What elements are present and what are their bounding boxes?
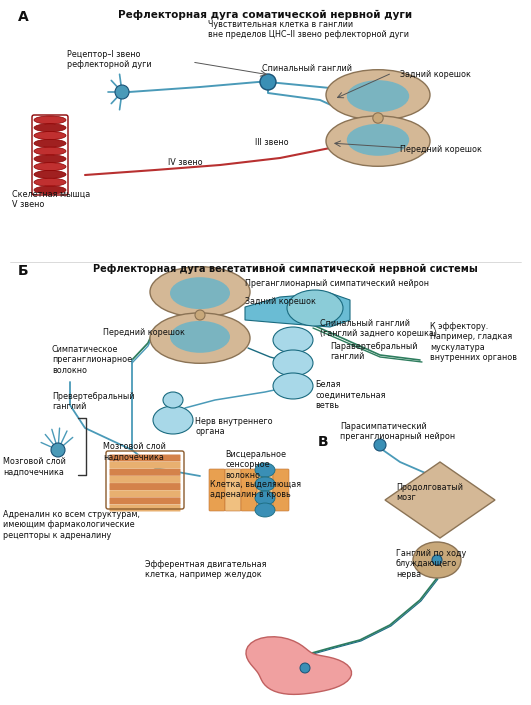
FancyBboxPatch shape (109, 469, 181, 476)
Text: Мозговой слой
надпочечника: Мозговой слой надпочечника (103, 442, 166, 461)
Circle shape (432, 555, 442, 565)
Ellipse shape (347, 80, 409, 112)
Ellipse shape (255, 463, 275, 477)
Text: Чувствительная клетка в ганглии
вне пределов ЦНС–II звено рефлекторной дуги: Чувствительная клетка в ганглии вне пред… (208, 20, 409, 39)
Circle shape (51, 443, 65, 457)
Ellipse shape (170, 321, 230, 352)
FancyBboxPatch shape (109, 505, 181, 512)
FancyBboxPatch shape (257, 469, 273, 511)
Ellipse shape (153, 406, 193, 434)
Text: Висцеральное
сенсорное
волокно: Висцеральное сенсорное волокно (225, 450, 286, 480)
Text: Ганглий по ходу
блуждающего
нерва: Ганглий по ходу блуждающего нерва (396, 549, 466, 579)
Text: Передний корешок: Передний корешок (103, 328, 185, 337)
Ellipse shape (273, 373, 313, 399)
Ellipse shape (34, 155, 66, 163)
Text: В: В (318, 435, 329, 449)
Polygon shape (246, 637, 352, 694)
FancyBboxPatch shape (273, 469, 289, 511)
Text: Спинальный ганглий: Спинальный ганглий (262, 64, 352, 73)
Text: Спинальный ганглий
(ганглий заднего корешка): Спинальный ганглий (ганглий заднего коре… (320, 319, 437, 338)
FancyBboxPatch shape (109, 455, 181, 462)
Ellipse shape (163, 392, 183, 408)
FancyBboxPatch shape (225, 469, 241, 511)
Ellipse shape (34, 147, 66, 155)
Text: Адреналин ко всем структурам,
имеющим фармакологические
рецепторы к адреналину: Адреналин ко всем структурам, имеющим фа… (3, 510, 140, 540)
Ellipse shape (34, 178, 66, 186)
Text: Клетка, выделяющая
адреналин в кровь: Клетка, выделяющая адреналин в кровь (210, 480, 301, 499)
Text: Парасимпатический
преганглионарный нейрон: Парасимпатический преганглионарный нейро… (340, 422, 455, 441)
Text: Мозговой слой
надпочечника: Мозговой слой надпочечника (3, 457, 66, 477)
Ellipse shape (34, 124, 66, 132)
FancyBboxPatch shape (209, 469, 225, 511)
Text: Рецептор–I звено
рефлекторной дуги: Рецептор–I звено рефлекторной дуги (67, 50, 152, 69)
Text: Нерв внутреннего
органа: Нерв внутреннего органа (195, 417, 272, 436)
Circle shape (374, 439, 386, 451)
Ellipse shape (326, 70, 430, 120)
Polygon shape (245, 293, 350, 327)
FancyBboxPatch shape (109, 476, 181, 483)
Ellipse shape (255, 491, 275, 505)
Ellipse shape (34, 186, 66, 194)
Ellipse shape (170, 277, 230, 309)
Text: Преганглионарный симпатический нейрон: Преганглионарный симпатический нейрон (245, 279, 429, 288)
Circle shape (300, 663, 310, 673)
Ellipse shape (34, 140, 66, 147)
Ellipse shape (34, 163, 66, 171)
Circle shape (260, 74, 276, 90)
Circle shape (373, 113, 383, 123)
Text: Скелетная мышца
V звено: Скелетная мышца V звено (12, 190, 90, 209)
FancyBboxPatch shape (109, 497, 181, 504)
Text: Эфферентная двигательная
клетка, например желудок: Эфферентная двигательная клетка, наприме… (145, 560, 267, 580)
Circle shape (195, 310, 205, 320)
Ellipse shape (287, 290, 343, 326)
FancyBboxPatch shape (109, 462, 181, 469)
Ellipse shape (413, 542, 461, 578)
Ellipse shape (326, 116, 430, 166)
FancyBboxPatch shape (109, 483, 181, 490)
Polygon shape (385, 462, 495, 538)
Ellipse shape (150, 266, 250, 317)
Text: Рефлекторная дуга вегетативной симпатической нервной системы: Рефлекторная дуга вегетативной симпатиче… (92, 264, 477, 274)
FancyBboxPatch shape (109, 490, 181, 497)
Text: III звено: III звено (255, 138, 289, 147)
Text: Рефлекторная дуга соматической нервной дуги: Рефлекторная дуга соматической нервной д… (118, 10, 412, 20)
Circle shape (115, 85, 129, 99)
Text: Передний корешок: Передний корешок (400, 145, 482, 154)
Ellipse shape (34, 171, 66, 178)
Ellipse shape (273, 327, 313, 353)
FancyBboxPatch shape (241, 469, 257, 511)
Ellipse shape (347, 124, 409, 156)
Text: А: А (18, 10, 29, 24)
Text: Превертебральный
ганглий: Превертебральный ганглий (52, 392, 134, 412)
Text: Задний корешок: Задний корешок (400, 70, 471, 79)
Text: Белая
соединительная
ветвь: Белая соединительная ветвь (315, 380, 386, 410)
Text: Б: Б (18, 264, 29, 278)
Text: К эффектору.
Например, гладкая
мускулатура
внутренних органов: К эффектору. Например, гладкая мускулату… (430, 322, 517, 362)
Ellipse shape (255, 503, 275, 517)
Text: IV звено: IV звено (168, 158, 203, 167)
Ellipse shape (255, 477, 275, 491)
Ellipse shape (150, 313, 250, 363)
Ellipse shape (273, 350, 313, 376)
Ellipse shape (34, 132, 66, 140)
Ellipse shape (34, 116, 66, 124)
Text: Паравертебральный
ганглий: Паравертебральный ганглий (330, 342, 417, 362)
Text: Продолговатый
мозг: Продолговатый мозг (396, 483, 463, 503)
Text: Задний корешок: Задний корешок (245, 297, 316, 306)
Text: Симпатическое
преганглионарное
волокно: Симпатическое преганглионарное волокно (52, 345, 132, 375)
